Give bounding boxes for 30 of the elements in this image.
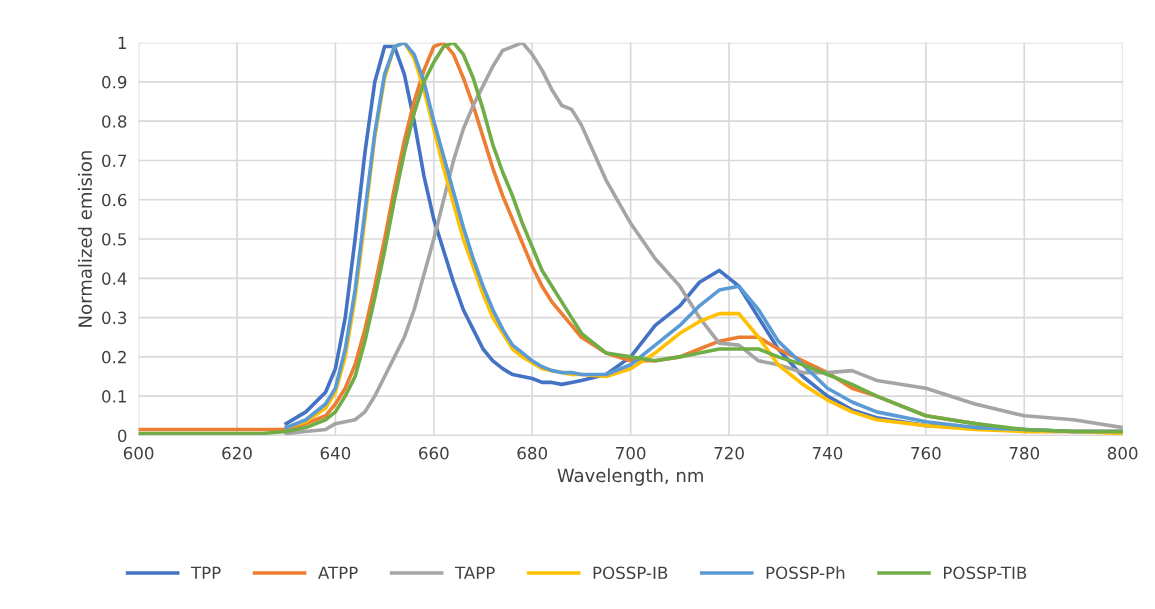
legend-label: ATPP [318, 566, 358, 579]
legend-label: POSSP-IB [593, 566, 668, 580]
legend-label: POSSP-TIB [943, 566, 1027, 580]
legend-label: TAPP [454, 566, 495, 579]
y-tick-label: 0 [117, 429, 127, 442]
y-tick-label: 0.5 [102, 232, 127, 246]
x-tick-label: 620 [222, 446, 252, 460]
x-tick-label: 800 [1107, 446, 1138, 460]
y-tick-label: 0.1 [102, 390, 126, 403]
y-tick-label: 1 [118, 36, 126, 49]
x-tick-label: 760 [911, 446, 941, 460]
x-axis-title: Wavelength, nm [557, 468, 703, 486]
y-tick-label: 0.8 [102, 115, 127, 128]
x-tick-label: 600 [123, 446, 154, 460]
x-tick-label: 680 [517, 446, 548, 460]
y-tick-label: 0.4 [102, 272, 127, 285]
legend-label: TPP [190, 566, 221, 579]
x-tick-label: 720 [714, 446, 744, 460]
y-tick-label: 0.2 [102, 350, 126, 364]
x-tick-label: 780 [1009, 446, 1040, 460]
y-tick-label: 0.6 [102, 193, 127, 207]
x-tick-label: 700 [616, 446, 646, 460]
y-axis-title: Normalized emision [77, 151, 92, 327]
legend-label: POSSP-Ph [766, 566, 845, 580]
x-tick-label: 640 [320, 446, 351, 460]
y-tick-label: 0.9 [102, 75, 127, 89]
x-tick-label: 660 [419, 446, 449, 460]
y-tick-label: 0.3 [102, 311, 127, 325]
y-tick-label: 0.7 [102, 154, 127, 168]
x-tick-label: 740 [812, 446, 843, 460]
